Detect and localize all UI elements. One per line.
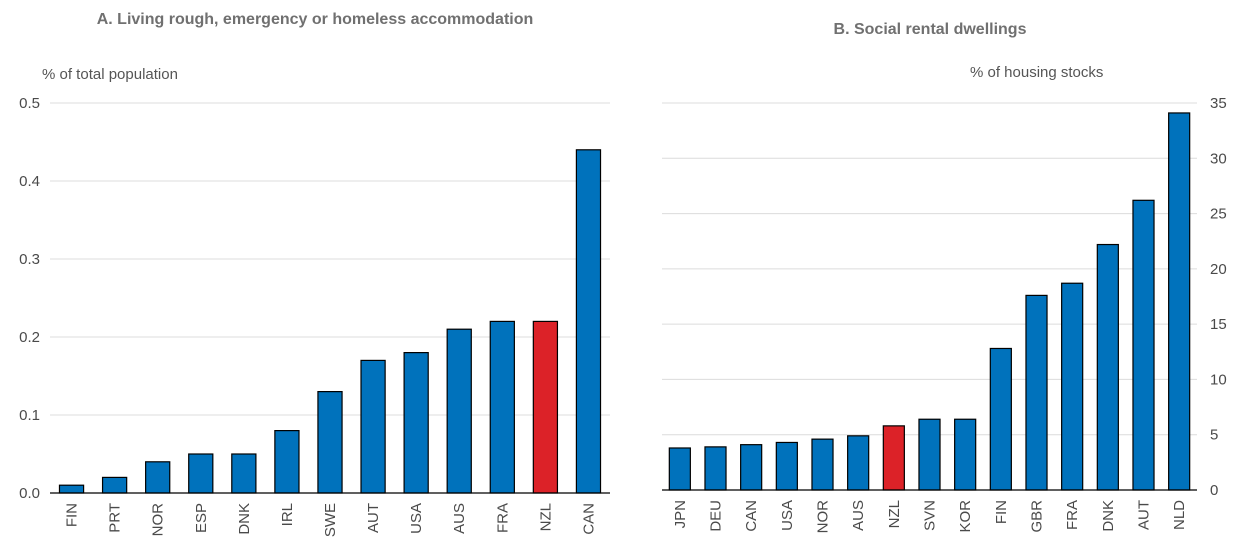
y-tick-label: 0.3 xyxy=(19,251,40,268)
panel-social-rental: B. Social rental dwellings % of housing … xyxy=(620,0,1237,540)
bar-swe xyxy=(317,391,343,494)
x-tick-label: FRA xyxy=(1064,500,1081,530)
bar-dnk xyxy=(1096,243,1119,491)
x-tick-label: AUS xyxy=(451,503,468,534)
bar-can xyxy=(575,149,602,494)
bar-chart-homelessness: 0.0 0.1 0.2 0.3 0.4 0.5 FIN PRT NOR ESP DNK IRL SWE A… xyxy=(19,95,610,537)
bar-svn xyxy=(918,418,941,491)
x-tick-label: PRT xyxy=(107,503,124,533)
bar-kor xyxy=(954,418,977,491)
bar-jpn xyxy=(668,447,691,491)
bar-gbr xyxy=(1025,294,1048,491)
x-tick-label: FIN xyxy=(64,503,81,527)
x-tick-label: SWE xyxy=(322,503,339,537)
x-tick-label: DEU xyxy=(708,500,725,532)
y-tick-label: 35 xyxy=(1210,95,1227,112)
y-tick-label: 5 xyxy=(1210,427,1218,444)
chart-title: B. Social rental dwellings xyxy=(833,21,1027,38)
bar-nor xyxy=(145,461,171,494)
bar-aus xyxy=(446,328,472,494)
x-tick-label: CAN xyxy=(580,503,597,535)
y-axis-label: % of housing stocks xyxy=(970,64,1104,81)
bar-nld xyxy=(1168,112,1191,491)
x-tick-label: NZL xyxy=(537,503,554,531)
y-tick-label: 0.5 xyxy=(19,95,40,112)
y-tick-label: 30 xyxy=(1210,150,1227,167)
bar-aut xyxy=(360,359,386,494)
x-tick-label: GBR xyxy=(1029,500,1046,533)
y-tick-label: 25 xyxy=(1210,206,1227,223)
bar-fra xyxy=(1061,282,1084,491)
bar-esp xyxy=(188,453,214,494)
y-tick-label: 0.4 xyxy=(19,173,40,190)
x-tick-label: AUT xyxy=(1136,500,1153,530)
x-tick-label: IRL xyxy=(279,503,296,526)
x-tick-label: AUS xyxy=(850,500,867,531)
x-tick-label: SVN xyxy=(922,500,939,531)
y-tick-label: 0.2 xyxy=(19,329,40,346)
x-tick-label: FIN xyxy=(993,500,1010,524)
bar-fin xyxy=(989,347,1012,491)
bar-fra xyxy=(489,320,515,494)
bar-aut xyxy=(1132,199,1155,491)
x-tick-label: NOR xyxy=(150,503,167,537)
bar-fin xyxy=(58,484,85,494)
x-tick-label: USA xyxy=(408,503,425,534)
bar-irl xyxy=(274,430,300,494)
x-tick-label: DNK xyxy=(1100,500,1117,532)
x-tick-label: USA xyxy=(779,500,796,531)
x-tick-label: KOR xyxy=(957,500,974,533)
x-tick-label: JPN xyxy=(672,500,689,528)
y-tick-label: 0.0 xyxy=(19,485,40,502)
x-tick-label: DNK xyxy=(236,503,253,535)
bar-can xyxy=(740,444,763,491)
y-tick-label: 0.1 xyxy=(19,407,40,424)
bar-dnk xyxy=(231,453,257,494)
panel-homelessness: A. Living rough, emergency or homeless a… xyxy=(19,11,610,537)
y-tick-label: 15 xyxy=(1210,316,1227,333)
bar-nzl xyxy=(532,320,559,494)
bar-aus xyxy=(847,435,870,491)
x-tick-label: NZL xyxy=(886,500,903,528)
chart-title: A. Living rough, emergency or homeless a… xyxy=(96,11,534,28)
bar-prt xyxy=(101,476,128,494)
y-tick-label: 0 xyxy=(1210,482,1218,499)
bar-chart-social-rental: 0 5 10 15 20 25 30 35 JPN DEU CAN USA NOR AUS NZL SVN KO… xyxy=(662,95,1227,534)
x-tick-label: FRA xyxy=(494,503,511,533)
x-tick-label: NLD xyxy=(1171,500,1188,530)
y-tick-label: 20 xyxy=(1210,261,1227,278)
bar-deu xyxy=(704,446,727,491)
bar-nzl xyxy=(882,425,905,491)
bar-nor xyxy=(811,438,834,491)
y-tick-label: 10 xyxy=(1210,371,1227,388)
x-tick-label: AUT xyxy=(365,503,382,533)
y-axis-label: % of total population xyxy=(42,66,178,83)
bar-usa xyxy=(403,352,429,494)
x-tick-label: CAN xyxy=(743,500,760,532)
x-tick-label: ESP xyxy=(193,503,210,533)
x-tick-label: NOR xyxy=(815,500,832,534)
bar-usa xyxy=(775,441,798,491)
